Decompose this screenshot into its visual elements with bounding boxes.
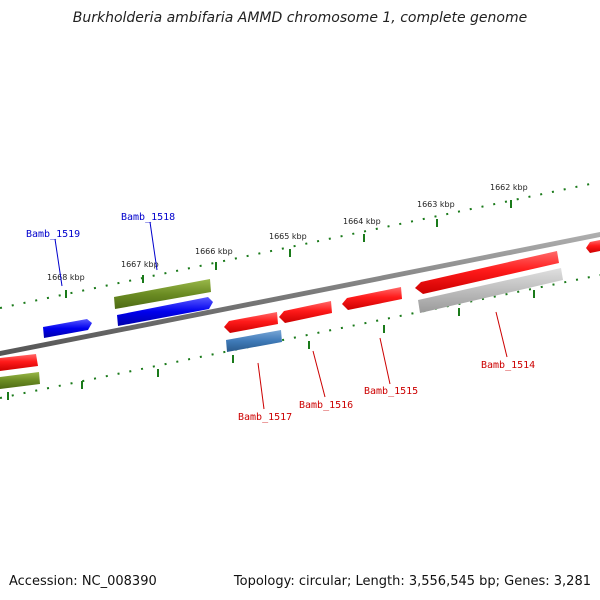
- kbp-labels: 1668 kbp 1667 kbp 1666 kbp 1665 kbp 1664…: [47, 183, 528, 282]
- kbp-label: 1668 kbp: [47, 273, 85, 282]
- gene-label-bamb-1515[interactable]: Bamb_1515: [364, 386, 418, 397]
- leader-bamb-1516: [312, 350, 326, 398]
- outer-major-ticks: [65, 200, 512, 298]
- gene-label-bamb-1516[interactable]: Bamb_1516: [299, 400, 353, 411]
- leader-bamb-1514: [495, 311, 508, 358]
- feature-olive-1518[interactable]: [114, 279, 211, 309]
- gene-bamb-1514[interactable]: [415, 251, 559, 294]
- leader-bamb-1519: [54, 238, 63, 287]
- leader-lines: [54, 221, 508, 410]
- gene-label-bamb-1514[interactable]: Bamb_1514: [481, 360, 535, 371]
- genome-summary-text: Topology: circular; Length: 3,556,545 bp…: [233, 574, 591, 589]
- gene-bamb-1517[interactable]: [224, 312, 278, 333]
- gene-label-bamb-1517[interactable]: Bamb_1517: [238, 412, 292, 423]
- kbp-label: 1665 kbp: [269, 232, 307, 241]
- chromosome-backbone: [0, 232, 600, 356]
- gene-bamb-1518[interactable]: [117, 297, 213, 326]
- gene-labels: Bamb_1519 Bamb_1518 Bamb_1517 Bamb_1516 …: [26, 212, 535, 423]
- kbp-label: 1662 kbp: [490, 183, 528, 192]
- gene-bamb-1519[interactable]: [43, 319, 92, 338]
- kbp-label: 1667 kbp: [121, 260, 159, 269]
- gene-label-bamb-1519[interactable]: Bamb_1519: [26, 229, 80, 240]
- inner-major-ticks: [7, 290, 535, 400]
- kbp-label: 1666 kbp: [195, 247, 233, 256]
- accession-text: Accession: NC_008390: [9, 574, 157, 589]
- map-title: Burkholderia ambifaria AMMD chromosome 1…: [72, 10, 528, 26]
- gene-bamb-1515[interactable]: [342, 287, 402, 310]
- feature-grey-1514[interactable]: [418, 268, 563, 313]
- gene-bamb-1516[interactable]: [279, 301, 332, 323]
- feature-olive-left[interactable]: [0, 372, 40, 389]
- kbp-label: 1664 kbp: [343, 217, 381, 226]
- kbp-label: 1663 kbp: [417, 200, 455, 209]
- outer-tick-track: [0, 183, 591, 309]
- gene-label-bamb-1518[interactable]: Bamb_1518: [121, 212, 175, 223]
- gene-left-edge[interactable]: [0, 354, 38, 371]
- leader-bamb-1518: [149, 221, 158, 271]
- feature-steel-1517[interactable]: [226, 330, 282, 352]
- leader-bamb-1517: [257, 362, 265, 410]
- gene-right-edge[interactable]: [586, 240, 600, 253]
- leader-bamb-1515: [379, 337, 391, 385]
